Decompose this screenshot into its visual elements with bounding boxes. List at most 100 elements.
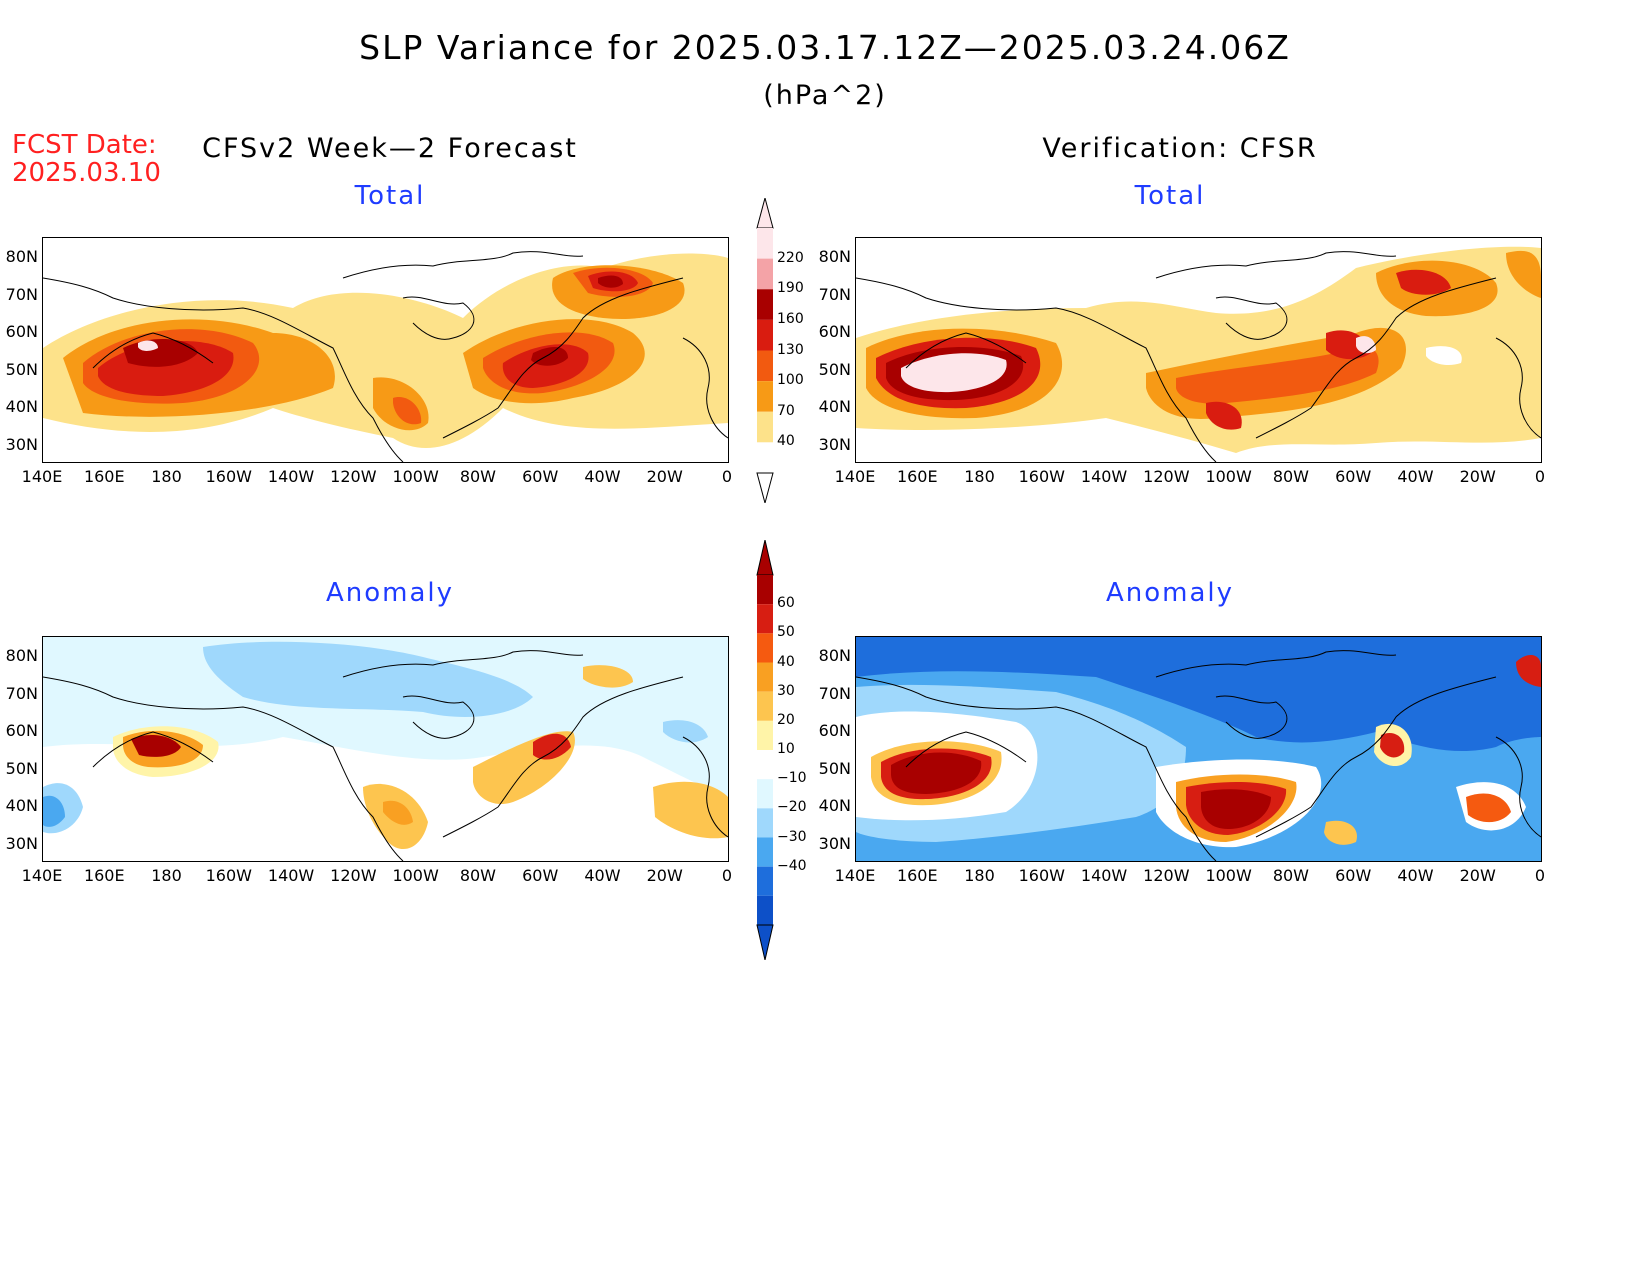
lat-tick-label: 30N (5, 434, 38, 454)
colorbar-bottom-arrow (756, 472, 774, 503)
lon-tick-label: 120W (1143, 467, 1190, 486)
lon-tick-label: 80W (1272, 866, 1309, 885)
lon-tick-label: 180 (151, 866, 182, 885)
fcst-date-value: 2025.03.10 (12, 158, 161, 188)
left-column-title: CFSv2 Week—2 Forecast (202, 133, 578, 164)
colorbar-bottom-arrow (756, 924, 774, 960)
lon-tick-label: 160E (896, 467, 938, 486)
colorbar-swatch (757, 633, 773, 663)
colorbar-swatch (757, 228, 773, 259)
colorbar-anomaly: 60 50 40 30 20 10 −10 −20 −30 −40 (755, 540, 825, 960)
colorbar-level-label: −20 (777, 799, 807, 816)
fill-layers (856, 246, 1541, 453)
top-right-subtitle: Total (1134, 181, 1206, 211)
lat-tick-label: 80N (818, 646, 851, 665)
lat-tick-label: 40N (818, 397, 851, 416)
colorbar-level-label: 40 (777, 653, 795, 670)
bottom-left-subtitle: Anomaly (325, 578, 455, 608)
right-column-title: Verification: CFSR (1042, 133, 1318, 164)
lon-tick-label: 40W (1397, 866, 1434, 885)
verification-anomaly-map (855, 636, 1542, 862)
lat-tick-label: 60N (5, 322, 38, 341)
colorbar-swatch (757, 720, 773, 750)
lon-tick-label: 160W (205, 866, 252, 885)
lon-tick-label: 140W (267, 866, 315, 885)
colorbar-top-arrow (756, 198, 774, 229)
colorbar-level-label: 130 (777, 341, 804, 358)
forecast-anomaly-map (42, 636, 729, 862)
lat-tick-label: 50N (818, 758, 851, 778)
lat-tick-label: 70N (818, 683, 851, 703)
colorbar-level-label: 40 (777, 433, 795, 450)
lon-tick-label: 0 (721, 467, 733, 486)
lon-tick-label: 100W (392, 467, 439, 486)
lon-tick-label: 80W (459, 467, 496, 486)
lat-tick-label: 40N (818, 796, 851, 815)
colorbar-total: 220 190 160 130 100 70 40 (755, 198, 825, 503)
bottom-right-subtitle: Anomaly (1105, 578, 1235, 608)
lon-tick-label: 40W (584, 467, 621, 486)
lat-tick-label: 60N (818, 721, 851, 740)
lon-tick-label: 0 (1534, 866, 1546, 885)
coastline (43, 650, 728, 861)
colorbar-level-label: 30 (777, 682, 795, 699)
lon-tick-label: 100W (1205, 866, 1252, 885)
lat-tick-label: 80N (5, 646, 38, 665)
colorbar-level-label: 70 (777, 402, 795, 419)
lat-tick-label: 40N (5, 397, 38, 416)
forecast-total-map (42, 237, 729, 463)
lon-tick-label: 140W (1080, 467, 1128, 486)
lon-tick-label: 140E (21, 467, 63, 486)
coastline (43, 251, 728, 462)
lon-tick-label: 160E (896, 866, 938, 885)
coastline (856, 650, 1541, 861)
colorbar-level-label: 10 (777, 741, 795, 757)
colorbar-level-label: −40 (777, 857, 807, 874)
lon-tick-label: 0 (1534, 467, 1546, 486)
colorbar-swatch (757, 350, 773, 382)
chart-title: SLP Variance for 2025.03.17.12Z—2025.03.… (359, 28, 1291, 67)
lat-tick-label: 80N (5, 247, 38, 266)
colorbar-swatch (757, 411, 773, 443)
lon-tick-label: 120W (330, 467, 377, 486)
lon-tick-label: 80W (1272, 467, 1309, 486)
lon-tick-label: 60W (1335, 467, 1372, 486)
colorbar-swatch (757, 750, 773, 780)
lat-tick-label: 60N (5, 721, 38, 740)
fill-layers (43, 253, 728, 448)
lon-tick-label: 20W (646, 467, 683, 486)
lat-tick-label: 30N (5, 833, 38, 853)
lat-tick-label: 50N (5, 359, 38, 379)
colorbar-swatch (757, 381, 773, 412)
lon-tick-label: 120W (1143, 866, 1190, 885)
fill-layers (856, 655, 1541, 861)
colorbar-swatch (757, 808, 773, 838)
lat-tick-label: 50N (5, 758, 38, 778)
units-label: (hPa^2) (763, 80, 887, 111)
lon-tick-label: 40W (1397, 467, 1434, 486)
lon-tick-label: 0 (721, 866, 733, 885)
colorbar-swatch (757, 319, 773, 351)
colorbar-swatch (757, 662, 773, 692)
lon-tick-label: 180 (964, 467, 995, 486)
lat-tick-label: 60N (818, 322, 851, 341)
lon-tick-label: 160W (205, 467, 252, 486)
lon-tick-label: 20W (1459, 467, 1496, 486)
lon-tick-label: 160W (1018, 467, 1065, 486)
lon-tick-label: 160W (1018, 866, 1065, 885)
colorbar-level-label: 20 (777, 711, 795, 728)
colorbar-swatch (757, 289, 773, 320)
colorbar-swatch (757, 779, 773, 809)
coastline (856, 251, 1541, 462)
lat-tick-label: 40N (5, 796, 38, 815)
colorbar-level-label: 220 (777, 249, 804, 266)
lon-tick-label: 60W (522, 866, 559, 885)
lon-tick-label: 40W (584, 866, 621, 885)
colorbar-swatch (757, 442, 773, 473)
lon-tick-label: 140E (834, 467, 876, 486)
fcst-date-label: FCST Date: (12, 130, 157, 160)
lat-tick-label: 70N (5, 683, 38, 703)
lon-tick-label: 80W (459, 866, 496, 885)
lon-tick-label: 180 (964, 866, 995, 885)
lon-tick-label: 100W (1205, 467, 1252, 486)
